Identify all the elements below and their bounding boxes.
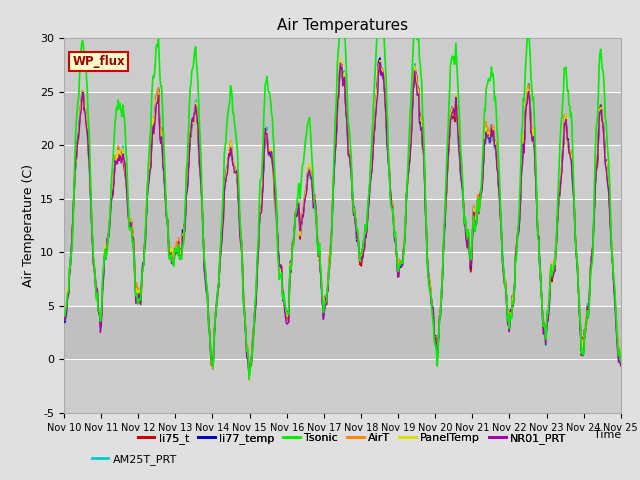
Bar: [64, 145, 621, 199]
Title: Air Temperatures: Air Temperatures: [277, 18, 408, 33]
Bar: [64, 38, 621, 92]
Legend: li75_t, li77_temp, Tsonic, AirT, PanelTemp, NR01_PRT: li75_t, li77_temp, Tsonic, AirT, PanelTe…: [133, 428, 571, 448]
Bar: [64, 199, 621, 252]
Y-axis label: Air Temperature (C): Air Temperature (C): [22, 164, 35, 287]
Text: Time: Time: [593, 430, 621, 440]
Bar: [64, 252, 621, 306]
Bar: [64, 360, 621, 413]
Bar: [64, 306, 621, 360]
Bar: [64, 92, 621, 145]
Text: WP_flux: WP_flux: [72, 55, 125, 68]
Legend: AM25T_PRT: AM25T_PRT: [87, 450, 182, 469]
